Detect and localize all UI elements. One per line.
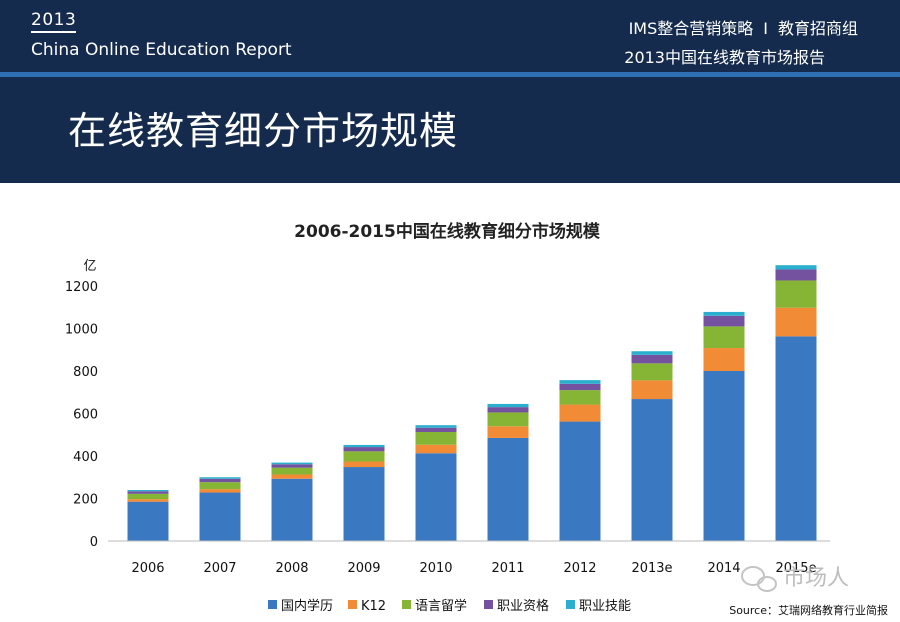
page-title: 在线教育细分市场规模 bbox=[68, 109, 459, 153]
bar-segment bbox=[559, 390, 601, 405]
bar-segment bbox=[631, 363, 673, 381]
bar-segment bbox=[343, 444, 385, 448]
x-axis: 2006 2007 2008 2009 2010 2011 2012 2013e 2014 201… bbox=[131, 561, 816, 576]
bar-segment bbox=[631, 380, 673, 400]
stacked-bar-chart: 2006-2015中国在线教育细分市场规模 亿 0 200 400 600 800 100… bbox=[65, 221, 888, 617]
y-axis: 0 200 400 600 800 1000 1200 bbox=[65, 280, 98, 550]
x-tick-label: 2015e bbox=[775, 561, 816, 576]
x-tick-label: 2006 bbox=[131, 561, 164, 576]
bar-segment bbox=[559, 404, 601, 422]
header-stripe bbox=[0, 72, 900, 77]
x-tick-label: 2011 bbox=[491, 561, 524, 576]
bars bbox=[127, 265, 817, 541]
header-org-line: IMS整合营销策略 I 教育招商组 bbox=[629, 15, 858, 39]
bar-segment bbox=[343, 467, 385, 541]
chart-title: 2006-2015中国在线教育细分市场规模 bbox=[294, 221, 601, 242]
bar-segment bbox=[775, 307, 817, 337]
bar-segment bbox=[703, 311, 745, 316]
legend-swatch bbox=[484, 600, 493, 609]
legend-label: 职业技能 bbox=[579, 599, 631, 614]
bar-segment bbox=[199, 489, 241, 493]
legend-label: 国内学历 bbox=[281, 598, 333, 614]
y-tick-label: 800 bbox=[73, 365, 98, 380]
bar-segment bbox=[631, 351, 673, 355]
header-report-name: China Online Education Report bbox=[31, 40, 292, 60]
legend-swatch bbox=[268, 600, 277, 609]
y-tick-label: 1000 bbox=[65, 323, 98, 338]
bar-segment bbox=[775, 265, 817, 270]
x-tick-label: 2014 bbox=[707, 561, 740, 576]
bar-segment bbox=[271, 462, 313, 465]
chat-bubble-icon bbox=[741, 566, 777, 592]
x-tick-label: 2010 bbox=[419, 561, 452, 576]
bar-segment bbox=[775, 336, 817, 541]
header-report-cn: 2013中国在线教育市场报告 bbox=[624, 48, 825, 67]
legend-label: 职业资格 bbox=[497, 598, 549, 614]
bar-segment bbox=[127, 490, 169, 492]
x-tick-label: 2008 bbox=[275, 561, 308, 576]
legend-swatch bbox=[566, 600, 575, 609]
watermark-text: 市场人 bbox=[783, 566, 849, 591]
legend-swatch bbox=[402, 600, 411, 609]
legend: 国内学历 K12 语言留学 职业资格 职业技能 bbox=[268, 598, 631, 614]
bar-segment bbox=[271, 478, 313, 541]
x-tick-label: 2009 bbox=[347, 561, 380, 576]
x-tick-label: 2007 bbox=[203, 561, 236, 576]
bar-segment bbox=[487, 407, 529, 413]
bar-segment bbox=[415, 425, 457, 428]
bar-segment bbox=[559, 421, 601, 541]
bar-segment bbox=[775, 269, 817, 281]
bar-segment bbox=[487, 437, 529, 541]
bar-segment bbox=[271, 467, 313, 475]
x-tick-label: 2013e bbox=[631, 561, 672, 576]
y-tick-label: 0 bbox=[90, 535, 98, 550]
bar-segment bbox=[415, 444, 457, 454]
watermark: 市场人 bbox=[741, 566, 849, 592]
bar-segment bbox=[775, 280, 817, 308]
bar-segment bbox=[271, 474, 313, 479]
bar-segment bbox=[415, 427, 457, 432]
bar-segment bbox=[127, 491, 169, 494]
bar-segment bbox=[487, 426, 529, 438]
bar-segment bbox=[559, 380, 601, 384]
bar-segment bbox=[703, 371, 745, 541]
bar-segment bbox=[127, 499, 169, 502]
bar-segment bbox=[631, 354, 673, 364]
bar-segment bbox=[199, 492, 241, 541]
y-axis-unit: 亿 bbox=[83, 259, 96, 274]
bar-segment bbox=[415, 431, 457, 445]
bar-segment bbox=[127, 501, 169, 541]
legend-swatch bbox=[348, 600, 357, 609]
y-tick-label: 400 bbox=[73, 450, 98, 465]
bar-segment bbox=[487, 403, 529, 408]
header-year: 2013 bbox=[31, 10, 77, 33]
report-header: 2013 China Online Education Report IMS整合… bbox=[0, 0, 900, 183]
bar-segment bbox=[703, 348, 745, 371]
header-org: IMS整合营销策略 bbox=[628, 19, 754, 38]
y-tick-label: 200 bbox=[73, 493, 98, 508]
bar-segment bbox=[487, 412, 529, 427]
bar-segment bbox=[199, 477, 241, 479]
legend-label: K12 bbox=[361, 599, 386, 614]
bar-segment bbox=[343, 461, 385, 468]
bar-segment bbox=[199, 478, 241, 483]
bar-segment bbox=[703, 315, 745, 327]
bar-segment bbox=[631, 399, 673, 541]
y-tick-label: 1200 bbox=[65, 280, 98, 295]
header-group: 教育招商组 bbox=[777, 19, 858, 38]
bar-segment bbox=[415, 453, 457, 541]
bar-segment bbox=[559, 383, 601, 391]
bar-segment bbox=[343, 451, 385, 462]
source-note: Source：艾瑞网络教育行业简报 bbox=[729, 603, 888, 617]
x-tick-label: 2012 bbox=[563, 561, 596, 576]
bar-segment bbox=[271, 464, 313, 468]
bar-segment bbox=[199, 482, 241, 490]
bar-segment bbox=[127, 493, 169, 500]
y-tick-label: 600 bbox=[73, 408, 98, 423]
legend-label: 语言留学 bbox=[415, 598, 467, 614]
bar-segment bbox=[343, 447, 385, 452]
bar-segment bbox=[703, 326, 745, 349]
header-separator: I bbox=[763, 19, 768, 38]
